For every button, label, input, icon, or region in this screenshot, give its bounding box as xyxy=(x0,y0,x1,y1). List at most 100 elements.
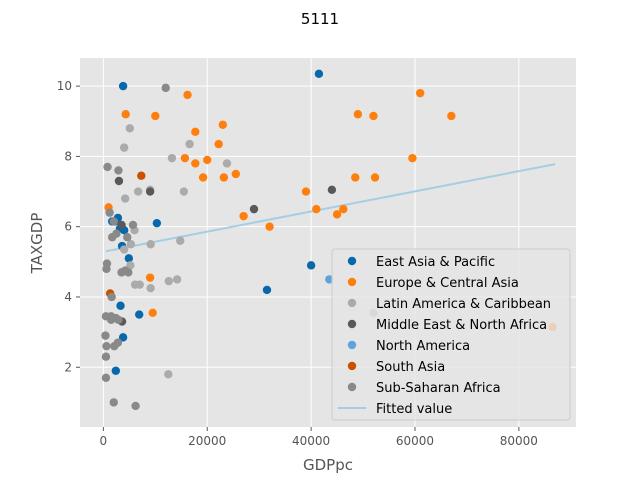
data-point xyxy=(119,143,129,152)
data-point xyxy=(124,254,134,263)
data-point xyxy=(203,155,212,165)
data-point xyxy=(339,204,348,214)
data-point xyxy=(332,210,342,219)
data-point xyxy=(249,204,259,214)
data-point xyxy=(126,240,136,249)
data-point xyxy=(116,301,125,310)
data-point xyxy=(183,90,192,100)
data-point xyxy=(262,285,272,295)
data-point xyxy=(370,173,380,182)
x-axis-label: GDPpc xyxy=(303,456,353,474)
data-point xyxy=(126,261,135,270)
data-point xyxy=(118,333,128,342)
legend-label: Sub-Saharan Africa xyxy=(376,381,501,396)
data-point xyxy=(109,398,118,407)
data-point xyxy=(114,166,123,175)
legend-label: Latin America & Caribbean xyxy=(376,297,551,312)
legend-marker xyxy=(347,298,357,308)
data-point xyxy=(118,81,128,91)
data-point xyxy=(105,208,114,217)
y-tick-label: 6 xyxy=(64,220,72,234)
data-point xyxy=(327,185,337,194)
y-tick-label: 2 xyxy=(64,360,72,374)
legend-marker xyxy=(347,256,357,266)
data-point xyxy=(146,240,155,249)
data-point xyxy=(112,229,121,238)
data-point xyxy=(301,187,311,196)
data-point xyxy=(164,276,174,286)
axis-ticks: 0 20000 40000 60000 80000 2 4 6 8 10 xyxy=(57,79,538,448)
data-point xyxy=(101,352,111,361)
data-point xyxy=(107,292,116,302)
data-point xyxy=(314,69,324,79)
data-point xyxy=(106,315,116,325)
chart-title: 5111 xyxy=(301,10,339,28)
data-point xyxy=(137,171,146,180)
legend-marker xyxy=(347,382,357,392)
data-point xyxy=(408,153,417,163)
data-point xyxy=(145,187,155,196)
data-point xyxy=(179,187,189,196)
data-point xyxy=(185,139,194,149)
y-tick-label: 4 xyxy=(64,290,72,304)
legend-box xyxy=(331,248,571,421)
data-point xyxy=(145,273,155,282)
data-point xyxy=(167,153,177,163)
legend-label: South Asia xyxy=(376,360,445,375)
data-point xyxy=(128,220,138,230)
data-point xyxy=(125,124,135,133)
legend-marker xyxy=(347,277,357,287)
data-point xyxy=(146,283,155,293)
x-tick-label: 40000 xyxy=(292,434,330,448)
x-tick-label: 60000 xyxy=(396,434,434,448)
data-point xyxy=(109,217,118,226)
data-point xyxy=(325,275,334,284)
data-point xyxy=(102,264,111,274)
data-point xyxy=(231,169,241,179)
data-point xyxy=(133,187,143,196)
data-point xyxy=(447,111,456,121)
x-tick-label: 20000 xyxy=(188,434,226,448)
data-point xyxy=(222,159,232,168)
data-point xyxy=(161,83,170,93)
data-point xyxy=(120,194,130,203)
data-point xyxy=(135,310,144,319)
data-point xyxy=(191,159,200,168)
data-point xyxy=(119,245,129,254)
data-point xyxy=(114,315,123,325)
data-point xyxy=(191,127,200,136)
data-point xyxy=(101,331,110,340)
data-point xyxy=(111,366,121,375)
data-points xyxy=(101,69,557,411)
data-point xyxy=(239,211,248,221)
data-point xyxy=(214,139,223,149)
legend-marker xyxy=(347,319,357,329)
data-point xyxy=(415,88,425,98)
data-point xyxy=(102,341,111,351)
legend-label: Fitted value xyxy=(376,402,452,417)
data-point xyxy=(117,220,126,230)
data-point xyxy=(151,111,160,121)
data-point xyxy=(123,233,132,242)
data-point xyxy=(164,370,173,379)
x-tick-label: 80000 xyxy=(500,434,538,448)
data-point xyxy=(124,268,133,277)
data-point xyxy=(131,401,140,411)
data-point xyxy=(103,162,112,172)
data-point xyxy=(135,280,144,289)
data-point xyxy=(172,275,182,284)
legend-label: North America xyxy=(376,339,470,354)
legend-label: Middle East & North Africa xyxy=(376,318,547,333)
data-point xyxy=(101,373,111,382)
legend-marker xyxy=(347,340,357,350)
data-point xyxy=(113,338,123,347)
data-point xyxy=(180,153,190,163)
data-point xyxy=(351,173,360,182)
data-point xyxy=(121,110,130,119)
data-point xyxy=(218,120,228,129)
data-point xyxy=(148,308,157,317)
data-point xyxy=(265,222,274,231)
data-point xyxy=(198,173,208,182)
data-point xyxy=(353,110,363,119)
